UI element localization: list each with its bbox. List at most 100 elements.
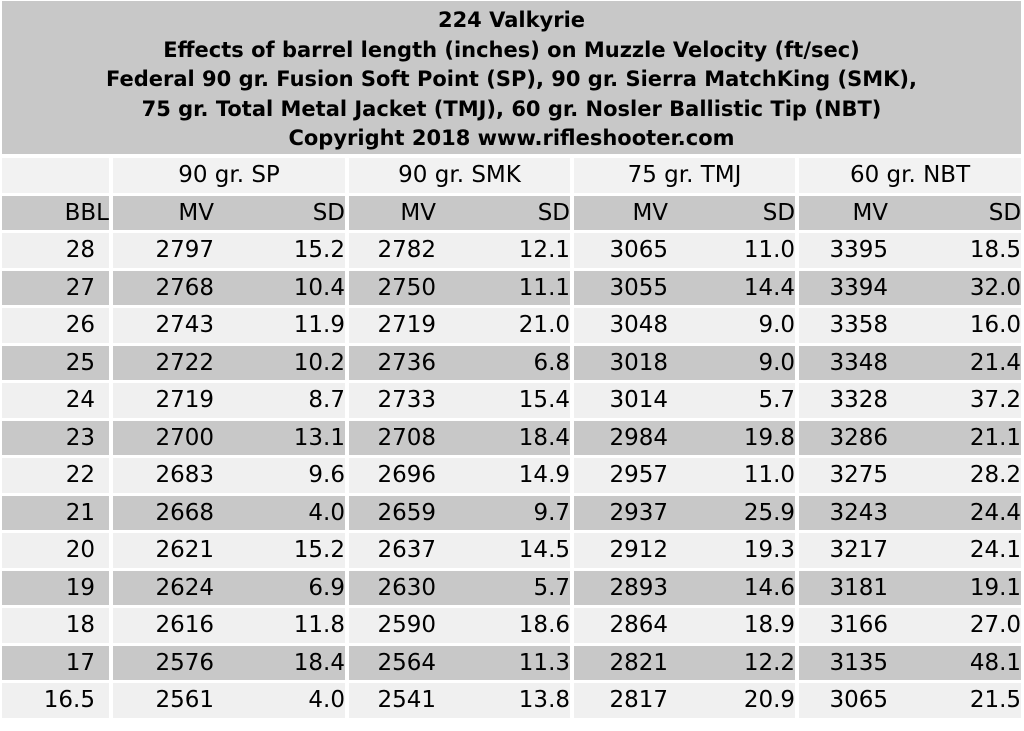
smk-sd-cell: 14.5 [456, 533, 575, 568]
sp-mv-cell: 2668 [113, 495, 234, 530]
nbt-sd-cell: 24.4 [908, 495, 1022, 530]
bbl-cell: 20 [2, 533, 113, 568]
nbt-sd-cell: 16.0 [908, 308, 1022, 343]
table-body: 90 gr. SP 90 gr. SMK 75 gr. TMJ 60 gr. N… [2, 158, 1022, 718]
smk-sd-cell: 9.7 [456, 495, 575, 530]
nbt-mv-cell: 3348 [799, 345, 909, 380]
bullet-header-row: 90 gr. SP 90 gr. SMK 75 gr. TMJ 60 gr. N… [2, 158, 1022, 193]
column-header-sd: SD [234, 195, 349, 230]
title-line-2: Effects of barrel length (inches) on Muz… [163, 37, 860, 62]
nbt-sd-cell: 28.2 [908, 458, 1022, 493]
smk-mv-cell: 2630 [349, 570, 456, 605]
table-row: 17 2576 18.4 2564 11.3 2821 12.2 3135 48.1 [2, 645, 1022, 680]
table-row: 27 2768 10.4 2750 11.1 3055 14.4 3394 32.0 [2, 270, 1022, 305]
nbt-sd-cell: 48.1 [908, 645, 1022, 680]
sp-mv-cell: 2624 [113, 570, 234, 605]
nbt-mv-cell: 3135 [799, 645, 909, 680]
smk-sd-cell: 11.1 [456, 270, 575, 305]
nbt-mv-cell: 3181 [799, 570, 909, 605]
bbl-cell: 24 [2, 383, 113, 418]
sp-sd-cell: 11.9 [234, 308, 349, 343]
table-row: 21 2668 4.0 2659 9.7 2937 25.9 3243 24.4 [2, 495, 1022, 530]
table-row: 19 2624 6.9 2630 5.7 2893 14.6 3181 19.1 [2, 570, 1022, 605]
table-row: 18 2616 11.8 2590 18.6 2864 18.9 3166 27.0 [2, 608, 1022, 643]
sp-mv-cell: 2719 [113, 383, 234, 418]
sp-sd-cell: 8.7 [234, 383, 349, 418]
sp-sd-cell: 18.4 [234, 645, 349, 680]
bbl-cell: 23 [2, 420, 113, 455]
nbt-mv-cell: 3395 [799, 233, 909, 268]
table-row: 26 2743 11.9 2719 21.0 3048 9.0 3358 16.0 [2, 308, 1022, 343]
tmj-sd-cell: 25.9 [688, 495, 800, 530]
sp-sd-cell: 13.1 [234, 420, 349, 455]
tmj-mv-cell: 3018 [574, 345, 689, 380]
tmj-sd-cell: 12.2 [688, 645, 800, 680]
tmj-mv-cell: 2864 [574, 608, 689, 643]
smk-mv-cell: 2733 [349, 383, 456, 418]
sp-mv-cell: 2683 [113, 458, 234, 493]
bbl-cell: 26 [2, 308, 113, 343]
sp-mv-cell: 2768 [113, 270, 234, 305]
sp-sd-cell: 4.0 [234, 495, 349, 530]
bbl-cell: 22 [2, 458, 113, 493]
smk-mv-cell: 2659 [349, 495, 456, 530]
tmj-sd-cell: 11.0 [688, 233, 800, 268]
tmj-mv-cell: 2893 [574, 570, 689, 605]
sp-mv-cell: 2700 [113, 420, 234, 455]
tmj-sd-cell: 5.7 [688, 383, 800, 418]
smk-mv-cell: 2719 [349, 308, 456, 343]
tmj-sd-cell: 14.6 [688, 570, 800, 605]
smk-sd-cell: 21.0 [456, 308, 575, 343]
tmj-mv-cell: 3055 [574, 270, 689, 305]
smk-sd-cell: 13.8 [456, 683, 575, 718]
nbt-sd-cell: 37.2 [908, 383, 1022, 418]
title-line-1: 224 Valkyrie [437, 8, 586, 32]
bbl-cell: 16.5 [2, 683, 113, 718]
tmj-sd-cell: 19.3 [688, 533, 800, 568]
smk-mv-cell: 2736 [349, 345, 456, 380]
velocity-table: 90 gr. SP 90 gr. SMK 75 gr. TMJ 60 gr. N… [2, 155, 1022, 721]
smk-sd-cell: 6.8 [456, 345, 575, 380]
sp-sd-cell: 9.6 [234, 458, 349, 493]
smk-mv-cell: 2564 [349, 645, 456, 680]
nbt-mv-cell: 3166 [799, 608, 909, 643]
bbl-cell: 28 [2, 233, 113, 268]
table-row: 23 2700 13.1 2708 18.4 2984 19.8 3286 21.1 [2, 420, 1022, 455]
column-header-mv: MV [349, 195, 456, 230]
tmj-mv-cell: 2984 [574, 420, 689, 455]
tmj-sd-cell: 14.4 [688, 270, 800, 305]
smk-mv-cell: 2782 [349, 233, 456, 268]
title-line-3: Federal 90 gr. Fusion Soft Point (SP), 9… [106, 67, 917, 91]
sp-sd-cell: 10.4 [234, 270, 349, 305]
nbt-sd-cell: 27.0 [908, 608, 1022, 643]
sp-sd-cell: 6.9 [234, 570, 349, 605]
smk-mv-cell: 2696 [349, 458, 456, 493]
tmj-mv-cell: 3014 [574, 383, 689, 418]
smk-sd-cell: 18.6 [456, 608, 575, 643]
column-header-mv: MV [113, 195, 234, 230]
bbl-cell: 17 [2, 645, 113, 680]
smk-mv-cell: 2590 [349, 608, 456, 643]
nbt-sd-cell: 18.5 [908, 233, 1022, 268]
tmj-mv-cell: 2821 [574, 645, 689, 680]
smk-mv-cell: 2541 [349, 683, 456, 718]
smk-sd-cell: 12.1 [456, 233, 575, 268]
column-header-mv: MV [574, 195, 689, 230]
tmj-mv-cell: 2817 [574, 683, 689, 718]
nbt-mv-cell: 3275 [799, 458, 909, 493]
table-row: 16.5 2561 4.0 2541 13.8 2817 20.9 3065 21.5 [2, 683, 1022, 718]
tmj-mv-cell: 3048 [574, 308, 689, 343]
sp-mv-cell: 2743 [113, 308, 234, 343]
bullet-header-nbt: 60 gr. NBT [799, 158, 1022, 193]
smk-mv-cell: 2750 [349, 270, 456, 305]
table-title-block: 224 Valkyrie Effects of barrel length (i… [2, 1, 1021, 154]
smk-sd-cell: 5.7 [456, 570, 575, 605]
tmj-sd-cell: 9.0 [688, 345, 800, 380]
table-row: 20 2621 15.2 2637 14.5 2912 19.3 3217 24.1 [2, 533, 1022, 568]
tmj-sd-cell: 18.9 [688, 608, 800, 643]
sp-mv-cell: 2616 [113, 608, 234, 643]
bbl-cell: 25 [2, 345, 113, 380]
tmj-sd-cell: 9.0 [688, 308, 800, 343]
sp-sd-cell: 11.8 [234, 608, 349, 643]
